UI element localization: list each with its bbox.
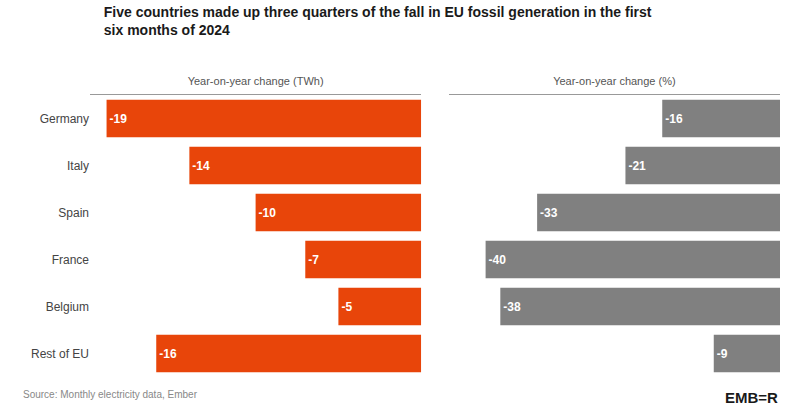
svg-text:Year-on-year change (%): Year-on-year change (%)	[553, 75, 676, 87]
svg-text:Italy: Italy	[67, 159, 89, 173]
svg-text:EMB=R: EMB=R	[725, 389, 778, 406]
svg-text:-38: -38	[503, 300, 521, 314]
svg-text:Year-on-year change (TWh): Year-on-year change (TWh)	[188, 75, 324, 87]
svg-text:Belgium: Belgium	[46, 300, 89, 314]
svg-text:-7: -7	[308, 253, 319, 267]
svg-text:Five countries made up three q: Five countries made up three quarters of…	[104, 4, 652, 38]
svg-text:-16: -16	[665, 112, 683, 126]
svg-text:-9: -9	[717, 347, 728, 361]
svg-text:-16: -16	[159, 347, 177, 361]
svg-text:-33: -33	[540, 206, 558, 220]
svg-text:-19: -19	[110, 112, 128, 126]
svg-text:-5: -5	[341, 300, 352, 314]
svg-text:Rest of EU: Rest of EU	[31, 347, 89, 361]
svg-text:Germany: Germany	[40, 112, 89, 126]
svg-text:Source: Monthly electricity da: Source: Monthly electricity data, Ember	[23, 389, 198, 400]
svg-text:-21: -21	[628, 159, 646, 173]
svg-text:Spain: Spain	[58, 206, 89, 220]
svg-text:-10: -10	[259, 206, 277, 220]
svg-text:France: France	[52, 253, 90, 267]
svg-text:-14: -14	[192, 159, 210, 173]
svg-text:-40: -40	[489, 253, 507, 267]
